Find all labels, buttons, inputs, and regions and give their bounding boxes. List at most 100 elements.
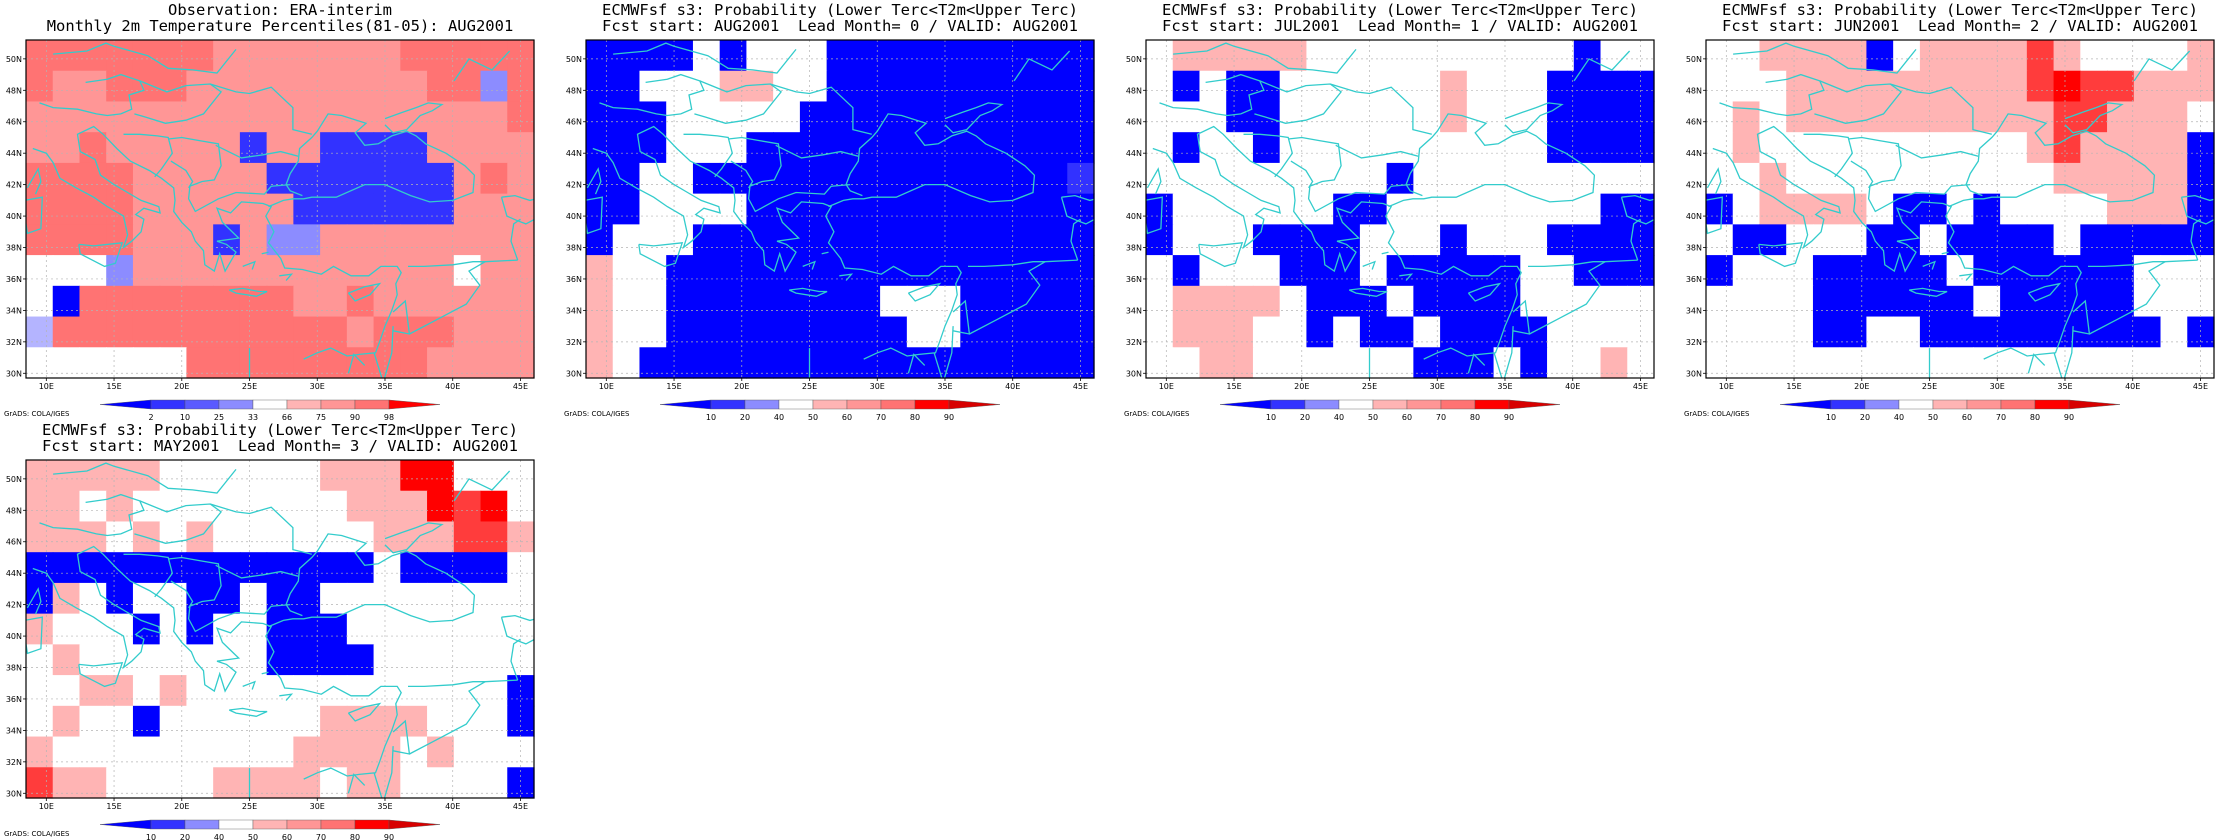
grid-cell: [373, 490, 401, 523]
grid-cell: [666, 316, 694, 348]
grid-cell: [1866, 316, 1894, 348]
colorbar-swatch: [2068, 399, 2121, 410]
coastline: [228, 287, 268, 297]
grid-cell: [507, 613, 535, 645]
grid-cell: [1520, 162, 1548, 195]
grid-cell: [987, 255, 1015, 287]
grid-cell: [1359, 70, 1388, 103]
coastline: [788, 287, 828, 297]
grid-cell: [507, 767, 535, 799]
colorbar-swatch: [1966, 399, 2002, 410]
grid-cell: [1359, 101, 1388, 133]
grid-cell: [480, 316, 508, 348]
grid-cell: [1520, 347, 1548, 379]
grid-cell: [1359, 255, 1388, 287]
grid-cell: [2107, 255, 2135, 287]
grid-cell: [427, 132, 455, 164]
coastline: [242, 680, 256, 690]
grid-cell: [639, 101, 667, 133]
lon-tick-label: 25E: [242, 802, 257, 811]
coastline: [533, 560, 534, 562]
grid-cell: [1359, 224, 1388, 256]
grid-cell: [1306, 316, 1334, 348]
grid-cell: [239, 582, 268, 615]
grid-cell: [239, 767, 268, 799]
lon-tick-label: 20E: [1294, 382, 1309, 391]
grid-cell: [719, 40, 748, 72]
coastline: [1399, 273, 1414, 281]
colorbar-swatch: [914, 399, 950, 410]
grid-cell: [52, 460, 81, 492]
grid-cell: [480, 193, 508, 225]
grid-cell: [2187, 193, 2215, 225]
grid-cell: [987, 316, 1015, 348]
colorbar-swatch: [1406, 399, 1442, 410]
grid-cell: [52, 552, 81, 584]
grid-cell: [880, 285, 908, 318]
grid-cell: [2133, 347, 2162, 379]
lon-tick-label: 10E: [1159, 382, 1174, 391]
grid-cell: [1386, 255, 1414, 287]
grid-cell: [2000, 162, 2028, 195]
grid-cell: [1466, 255, 1495, 287]
grid-cell: [373, 40, 401, 72]
lat-tick-label: 44N: [566, 149, 582, 158]
colorbar-label: 33: [248, 413, 258, 420]
grid-cell: [1013, 70, 1042, 103]
grid-cell: [2133, 70, 2162, 103]
grid-cell: [480, 767, 508, 799]
grid-cell: [1279, 255, 1308, 287]
coastline: [1850, 160, 1874, 189]
coastline: [2133, 50, 2191, 82]
colorbar-label: 90: [944, 413, 954, 420]
grid-cell: [1812, 132, 1841, 164]
colorbar-label: 2: [148, 413, 153, 420]
grid-cell: [612, 347, 641, 379]
grid-cell: [933, 70, 961, 103]
grid-cell: [1386, 101, 1414, 133]
grid-cell: [480, 132, 508, 164]
grid-cell: [453, 40, 482, 72]
lat-tick-label: 36N: [6, 275, 22, 284]
grid-cell: [1866, 224, 1894, 256]
grid-cell: [320, 193, 348, 225]
grid-cell: [746, 347, 774, 379]
grid-cell: [1786, 255, 1814, 287]
grid-cell: [719, 101, 748, 133]
lon-tick-label: 45E: [1633, 382, 1648, 391]
coastline: [1573, 50, 1631, 82]
grid-cell: [960, 132, 988, 164]
grid-cell: [1440, 285, 1468, 318]
grid-cell: [2187, 162, 2215, 195]
grid-cell: [960, 70, 988, 103]
lon-tick-label: 25E: [802, 382, 817, 391]
coastline: [347, 282, 382, 302]
colorbar-label: 80: [910, 413, 920, 420]
colorbar-swatch: [1440, 399, 1476, 410]
coastline: [210, 83, 312, 135]
grid-cell: [1893, 40, 1921, 72]
grid-cell: [1786, 316, 1814, 348]
grid-cell: [2107, 347, 2135, 379]
lat-tick-label: 34N: [6, 306, 22, 315]
coastline: [261, 251, 269, 255]
grid-cell: [1573, 70, 1602, 103]
colorbar-swatch: [99, 819, 152, 830]
grid-cell: [2053, 224, 2081, 256]
grid-cell: [1040, 101, 1068, 133]
grid-cell: [239, 193, 268, 225]
lat-tick-label: 42N: [1126, 181, 1142, 190]
panel-title: ECMWFsf s3: Probability (Lower Terc<T2m<…: [1722, 1, 2198, 19]
grid-cell: [1732, 101, 1761, 133]
grid-cell: [1600, 162, 1628, 195]
coastline: [968, 259, 1078, 268]
grid-cell: [293, 347, 321, 379]
grid-cell: [1547, 40, 1575, 72]
grid-cell: [186, 255, 214, 287]
map-panel: Observation: ERA-interim Monthly 2m Tempe…: [0, 0, 560, 420]
grid-cell: [320, 101, 348, 133]
grid-cell: [987, 101, 1015, 133]
grid-cell: [1627, 193, 1655, 225]
grid-cell: [320, 40, 348, 72]
grid-cell: [106, 705, 134, 738]
